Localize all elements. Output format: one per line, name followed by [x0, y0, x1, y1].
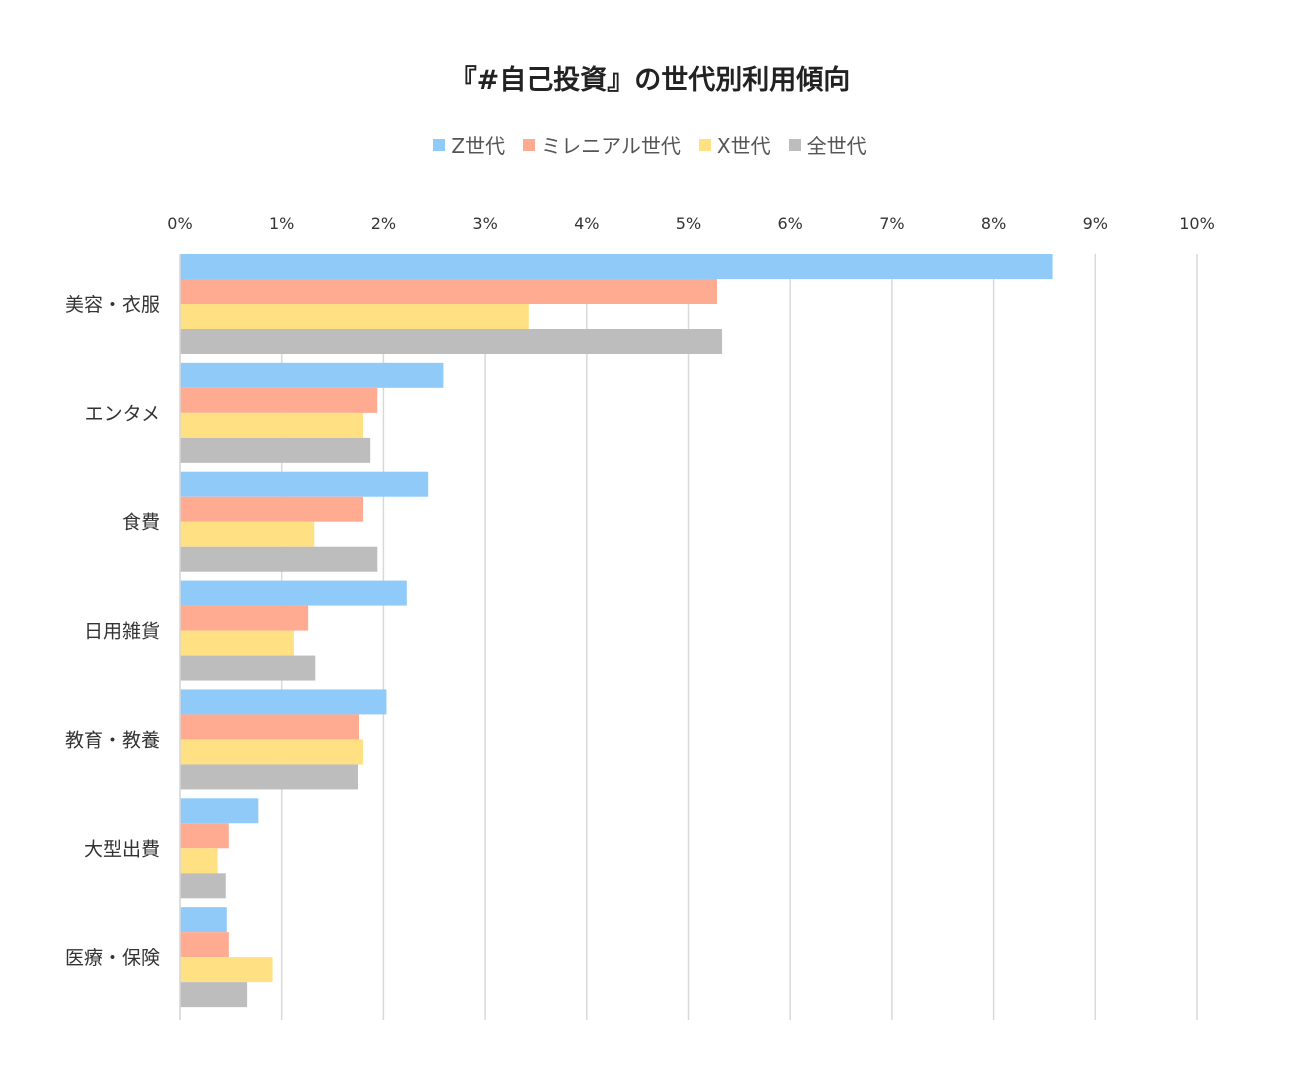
- bar: [180, 279, 717, 304]
- bar: [180, 848, 218, 874]
- x-tick-label: 6%: [778, 214, 803, 233]
- x-tick-label: 0%: [167, 214, 192, 233]
- bar: [180, 957, 273, 983]
- x-tick-label: 1%: [269, 214, 294, 233]
- bar: [180, 362, 444, 388]
- bar: [180, 437, 371, 463]
- category-label: 教育・教養: [65, 729, 160, 751]
- category-label: 美容・衣服: [65, 294, 160, 316]
- bar: [180, 689, 387, 715]
- x-tick-label: 8%: [981, 214, 1006, 233]
- bar: [180, 412, 364, 438]
- bar: [180, 496, 364, 522]
- legend-label: ミレニアル世代: [541, 134, 681, 158]
- x-tick-label: 10%: [1179, 214, 1215, 233]
- legend-swatch: [788, 138, 801, 151]
- bar: [180, 714, 359, 740]
- legend-label: Z世代: [451, 134, 506, 158]
- x-tick-label: 4%: [574, 214, 599, 233]
- category-label: エンタメ: [85, 403, 160, 425]
- bar: [180, 655, 316, 681]
- bar: [180, 823, 229, 849]
- bar: [180, 304, 529, 329]
- bar: [180, 605, 309, 631]
- category-label: 食費: [122, 512, 160, 534]
- legend: Z世代 ミレニアル世代 X世代 全世代: [0, 130, 1300, 159]
- bar: [180, 907, 227, 933]
- bar: [180, 580, 407, 606]
- x-tick-label: 2%: [371, 214, 396, 233]
- legend-label: 全世代: [806, 134, 867, 158]
- x-tick-label: 3%: [472, 214, 497, 233]
- chart-title: 『#自己投資』の世代別利用傾向: [449, 65, 851, 96]
- x-tick-label: 5%: [676, 214, 701, 233]
- category-label: 日用雑貨: [84, 621, 160, 643]
- bar: [180, 471, 429, 497]
- legend-item: X世代: [698, 130, 771, 159]
- category-label: 大型出費: [84, 838, 160, 860]
- legend-swatch: [698, 138, 711, 151]
- bar: [180, 630, 294, 656]
- bar: [180, 521, 315, 547]
- bar: [180, 739, 364, 765]
- bar: [180, 873, 226, 899]
- bar: [180, 546, 378, 572]
- bar: [180, 387, 378, 413]
- legend-item: ミレニアル世代: [523, 130, 681, 159]
- x-tick-label: 7%: [879, 214, 904, 233]
- bar: [180, 764, 358, 790]
- category-label: 医療・保険: [65, 947, 160, 969]
- bar: [180, 329, 723, 354]
- legend-item: 全世代: [788, 130, 867, 159]
- bar: [180, 982, 248, 1008]
- legend-swatch: [523, 138, 536, 151]
- legend-item: Z世代: [433, 130, 505, 159]
- bar: [180, 254, 1053, 279]
- legend-label: X世代: [716, 134, 771, 158]
- x-tick-label: 9%: [1083, 214, 1108, 233]
- bar: [180, 798, 259, 824]
- legend-swatch: [433, 138, 446, 151]
- bar: [180, 932, 229, 958]
